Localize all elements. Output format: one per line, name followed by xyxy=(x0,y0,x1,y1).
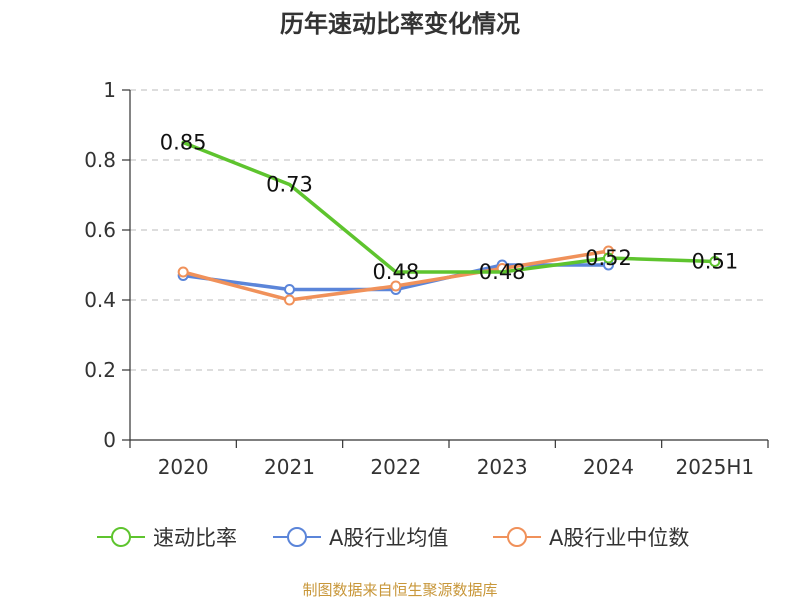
x-tick-label: 2025H1 xyxy=(675,455,754,479)
data-label: 0.73 xyxy=(266,173,313,197)
series-point xyxy=(603,252,614,264)
legend-marker-icon xyxy=(111,527,131,547)
y-tick-label: 0.4 xyxy=(84,288,116,312)
data-labels: 0.85 0.73 0.48 0.48 0.52 0.51 xyxy=(160,131,738,285)
series-group xyxy=(177,140,721,306)
legend: 速动比率 A股行业均值 A股行业中位数 xyxy=(97,526,689,550)
series-point xyxy=(177,266,189,278)
legend-label: A股行业均值 xyxy=(329,526,448,550)
legend-item-1: A股行业均值 xyxy=(273,526,448,550)
x-tick-label: 2020 xyxy=(158,455,209,479)
x-tick-label: 2024 xyxy=(583,455,634,479)
axes: 0 0.2 0.4 0.6 0.8 1 2020 2021 2022 2023 2024 2025H1 xyxy=(84,78,769,479)
data-label: 0.85 xyxy=(160,131,207,155)
y-tick-label: 0 xyxy=(103,428,116,452)
x-tick-label: 2021 xyxy=(264,455,315,479)
grid-lines xyxy=(130,89,768,371)
data-label: 0.48 xyxy=(479,260,526,284)
series-point xyxy=(709,256,721,267)
source-note: 制图数据来自恒生聚源数据库 xyxy=(302,581,497,599)
y-tick-label: 0.6 xyxy=(84,218,116,242)
series-line-0 xyxy=(181,140,717,274)
y-tick-label: 1 xyxy=(103,78,116,102)
y-tick-label: 0.2 xyxy=(84,358,116,382)
series-point xyxy=(284,284,295,295)
chart-title: 历年速动比率变化情况 xyxy=(280,10,520,38)
y-tick-label: 0.8 xyxy=(84,148,116,172)
data-label: 0.48 xyxy=(372,260,419,284)
legend-marker-icon xyxy=(287,527,307,547)
legend-item-0: 速动比率 xyxy=(97,526,237,550)
legend-item-2: A股行业中位数 xyxy=(493,526,689,550)
x-tick-label: 2023 xyxy=(477,455,528,479)
series-point xyxy=(390,280,402,292)
data-label: 0.52 xyxy=(585,246,632,270)
data-label: 0.51 xyxy=(691,250,738,274)
legend-marker-icon xyxy=(507,527,527,547)
series-point xyxy=(284,294,295,306)
x-tick-label: 2022 xyxy=(370,455,421,479)
legend-label: A股行业中位数 xyxy=(549,526,689,550)
legend-label: 速动比率 xyxy=(153,526,237,550)
